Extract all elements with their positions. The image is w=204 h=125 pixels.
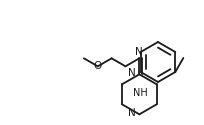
Text: NH: NH bbox=[133, 88, 147, 98]
Text: N: N bbox=[128, 68, 135, 78]
Text: N: N bbox=[135, 47, 143, 57]
Text: N: N bbox=[128, 108, 135, 118]
Text: O: O bbox=[94, 61, 102, 71]
